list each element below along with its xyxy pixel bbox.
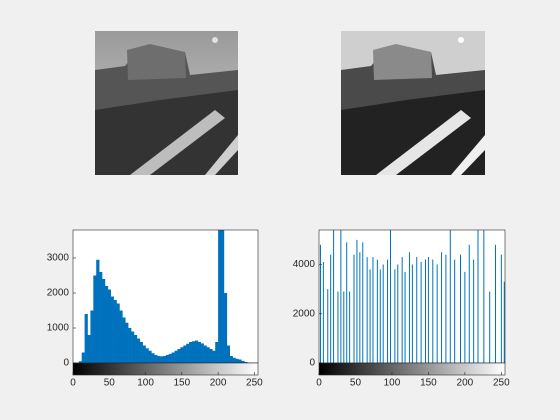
histogram-bar: [90, 310, 94, 363]
histogram-bar: [215, 342, 219, 363]
y-tick-label: 1000: [47, 323, 70, 334]
histogram-bar: [206, 347, 210, 363]
histogram-bar: [200, 343, 204, 363]
histogram-bar: [241, 360, 245, 363]
histogram-bar: [136, 338, 141, 363]
histogram-bar: [203, 345, 207, 363]
histogram-bar: [84, 314, 88, 363]
histogram-bar: [191, 341, 196, 363]
histogram-bar: [226, 345, 231, 363]
histogram-bar: [145, 348, 149, 363]
histogram-bar: [165, 354, 170, 363]
equalized-image: [341, 31, 485, 175]
histogram-bar: [229, 356, 233, 363]
histogram-bar: [168, 353, 172, 363]
histogram-bar: [221, 230, 225, 363]
colorbar: [318, 362, 506, 376]
histogram-bar: [212, 350, 216, 363]
histogram-bar: [96, 259, 100, 363]
histogram-bar: [238, 359, 242, 363]
histogram-bar: [154, 354, 158, 363]
histogram-bar: [119, 310, 123, 363]
histogram-bar: [110, 296, 114, 363]
colorbar: [72, 362, 259, 376]
histogram-bar: [209, 349, 213, 363]
x-tick-label: 200: [457, 378, 474, 389]
histogram-bar: [151, 353, 155, 363]
y-tick-label: 4000: [293, 259, 316, 270]
histogram-bar: [171, 352, 175, 363]
histogram-bar: [186, 343, 190, 363]
histogram-bar: [81, 352, 85, 363]
y-tick-label: 0: [309, 358, 315, 369]
x-tick-label: 0: [316, 378, 322, 389]
x-tick-label: 100: [137, 378, 154, 389]
plot-area: [319, 230, 505, 363]
histogram-bar: [87, 335, 91, 363]
histogram-bar: [162, 356, 167, 363]
histogram-bar: [218, 230, 222, 363]
histogram-bar: [128, 328, 132, 363]
x-tick-label: 100: [384, 378, 401, 389]
histogram-bar: [142, 345, 146, 363]
histogram-bar: [235, 358, 239, 363]
histogram-bar: [223, 293, 228, 363]
histogram-bar: [180, 347, 184, 363]
histogram-bar: [174, 350, 178, 363]
x-tick-label: 150: [420, 378, 437, 389]
histogram-bar: [139, 342, 143, 363]
histogram-bar: [244, 361, 248, 363]
histogram-bar: [194, 340, 199, 363]
histogram-bar: [116, 303, 120, 363]
original-image: [95, 31, 238, 175]
x-tick-label: 0: [70, 378, 76, 389]
y-tick-label: 2000: [293, 308, 316, 319]
histogram-bar: [232, 357, 236, 363]
histogram-bar: [107, 289, 112, 363]
histogram-bar: [157, 356, 161, 363]
histogram-bar: [177, 349, 181, 363]
histogram-bar: [183, 345, 187, 363]
y-tick-label: 0: [63, 358, 69, 369]
histogram-bar: [113, 300, 117, 363]
histogram-bar: [102, 279, 106, 363]
histogram-bar: [122, 317, 126, 363]
histogram-bar: [93, 275, 97, 363]
histogram-bar: [78, 361, 83, 363]
histogram-bar: [104, 286, 109, 363]
x-tick-label: 50: [104, 378, 116, 389]
histogram-bar: [197, 342, 201, 363]
histogram-bar: [160, 356, 164, 363]
x-tick-label: 50: [350, 378, 362, 389]
histogram-bar: [131, 331, 135, 363]
histogram-bar: [148, 350, 152, 363]
histogram-bar: [99, 272, 103, 363]
x-tick-label: 200: [210, 378, 227, 389]
y-tick-label: 2000: [47, 288, 70, 299]
x-tick-label: 150: [173, 378, 190, 389]
histogram-bar: [133, 335, 138, 363]
plot-area: [78, 230, 251, 363]
histogram-bar: [125, 322, 129, 363]
x-tick-label: 250: [246, 378, 263, 389]
y-tick-label: 3000: [47, 253, 70, 264]
histogram-bar: [189, 342, 193, 363]
x-tick-label: 250: [493, 378, 510, 389]
